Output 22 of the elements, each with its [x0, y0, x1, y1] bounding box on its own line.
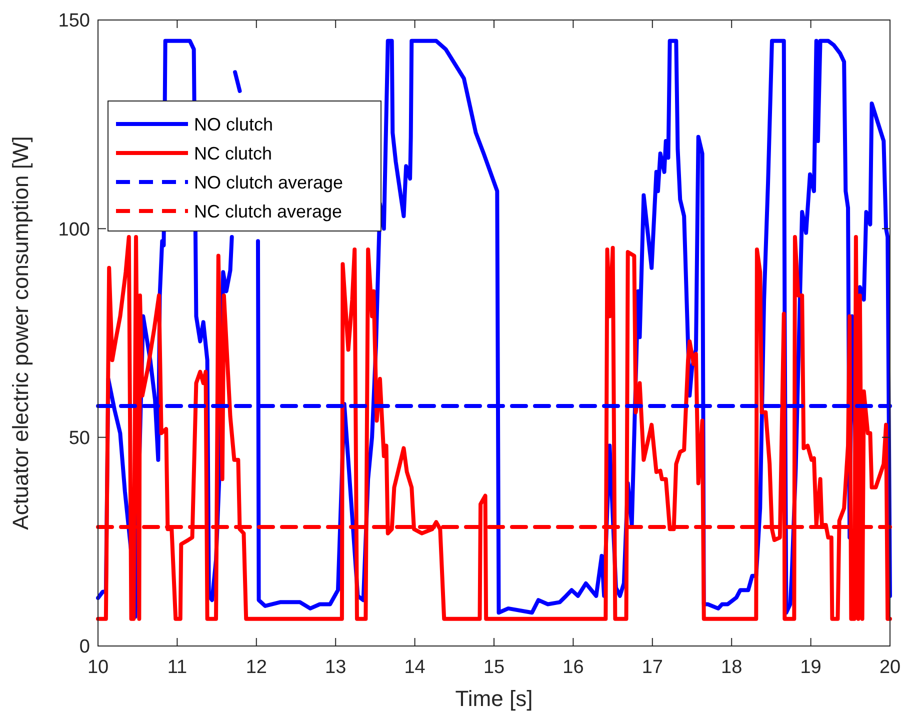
legend-label: NC clutch: [194, 143, 272, 164]
x-tick-label: 17: [642, 657, 663, 678]
line-series: [96, 235, 892, 621]
x-tick-label: 18: [721, 657, 742, 678]
x-tick-label: 13: [325, 657, 346, 678]
legend-label: NO clutch average: [194, 172, 344, 192]
x-tick-label: 19: [800, 657, 822, 678]
x-tick-label: 12: [246, 657, 267, 678]
y-tick-label: 150: [58, 10, 90, 32]
x-tick-label: 10: [87, 657, 109, 678]
x-tick-label: 14: [404, 657, 426, 678]
y-tick-label: 100: [58, 219, 90, 240]
x-axis-title: Time [s]: [455, 686, 533, 711]
x-tick-label: 11: [167, 657, 188, 678]
x-tick-label: 20: [879, 657, 901, 678]
x-tick-label: 15: [483, 657, 505, 678]
x-tick-label: 16: [562, 657, 584, 678]
y-tick-label: 50: [68, 428, 90, 449]
y-tick-label: 0: [79, 636, 90, 658]
legend-label: NC clutch average: [194, 201, 342, 222]
y-axis-title: Actuator electric power consumption [W]: [8, 136, 33, 530]
legend-label: NO clutch: [194, 114, 274, 134]
